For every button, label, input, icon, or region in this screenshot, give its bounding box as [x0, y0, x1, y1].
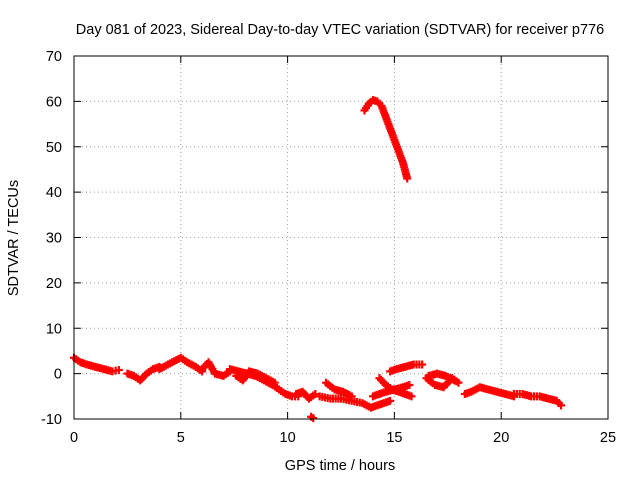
grid-lines — [74, 56, 608, 419]
data-point — [270, 378, 279, 387]
data-point — [557, 401, 566, 410]
series-arc-10 — [322, 378, 356, 401]
x-tick-label: 20 — [493, 430, 509, 446]
x-axis-label: GPS time / hours — [285, 458, 395, 474]
data-point — [309, 414, 318, 423]
data-point — [311, 390, 320, 399]
series-arc-14 — [360, 96, 412, 183]
y-tick-label: 30 — [46, 231, 62, 247]
series-arc-17 — [460, 383, 519, 401]
series-arc-18 — [510, 390, 566, 410]
y-tick-label: 70 — [46, 49, 62, 65]
series-arc-16 — [424, 369, 459, 385]
data-point — [418, 360, 427, 369]
data-point — [405, 380, 414, 389]
data-point — [454, 378, 463, 387]
y-axis-label: SDTVAR / TECUs — [6, 180, 22, 296]
axis-ticks: 0 5 10 15 20 25 -10 0 10 20 30 40 50 60 70 — [41, 49, 616, 446]
y-tick-label: 50 — [46, 140, 62, 156]
x-tick-label: 0 — [70, 430, 78, 446]
y-tick-label: 20 — [46, 276, 62, 292]
data-points — [70, 96, 566, 423]
series-arc-1 — [70, 353, 123, 376]
data-point — [407, 392, 416, 401]
y-tick-label: 10 — [46, 321, 62, 337]
series-arc-2 — [123, 362, 164, 385]
x-tick-label: 15 — [386, 430, 402, 446]
chart-title: Day 081 of 2023, Sidereal Day-to-day VTE… — [76, 22, 604, 38]
series-arc-12 — [375, 374, 416, 401]
x-tick-label: 5 — [177, 430, 185, 446]
x-tick-label: 10 — [280, 430, 296, 446]
series-arc-5 — [225, 365, 303, 401]
data-point — [347, 392, 356, 401]
series-arc-4 — [198, 358, 234, 380]
series-arc-8 — [307, 412, 318, 423]
x-tick-label: 25 — [600, 430, 616, 446]
series-arc-9 — [315, 392, 395, 412]
series-arc-6 — [232, 367, 279, 387]
y-tick-label: 0 — [54, 367, 62, 383]
y-tick-label: 60 — [46, 94, 62, 110]
y-tick-label: -10 — [41, 412, 62, 428]
series-arc-7 — [292, 387, 320, 403]
data-point — [114, 365, 123, 374]
series-arc-13 — [386, 360, 427, 376]
data-point — [403, 174, 412, 183]
data-point — [450, 376, 459, 385]
data-point — [386, 396, 395, 405]
y-tick-label: 40 — [46, 185, 62, 201]
